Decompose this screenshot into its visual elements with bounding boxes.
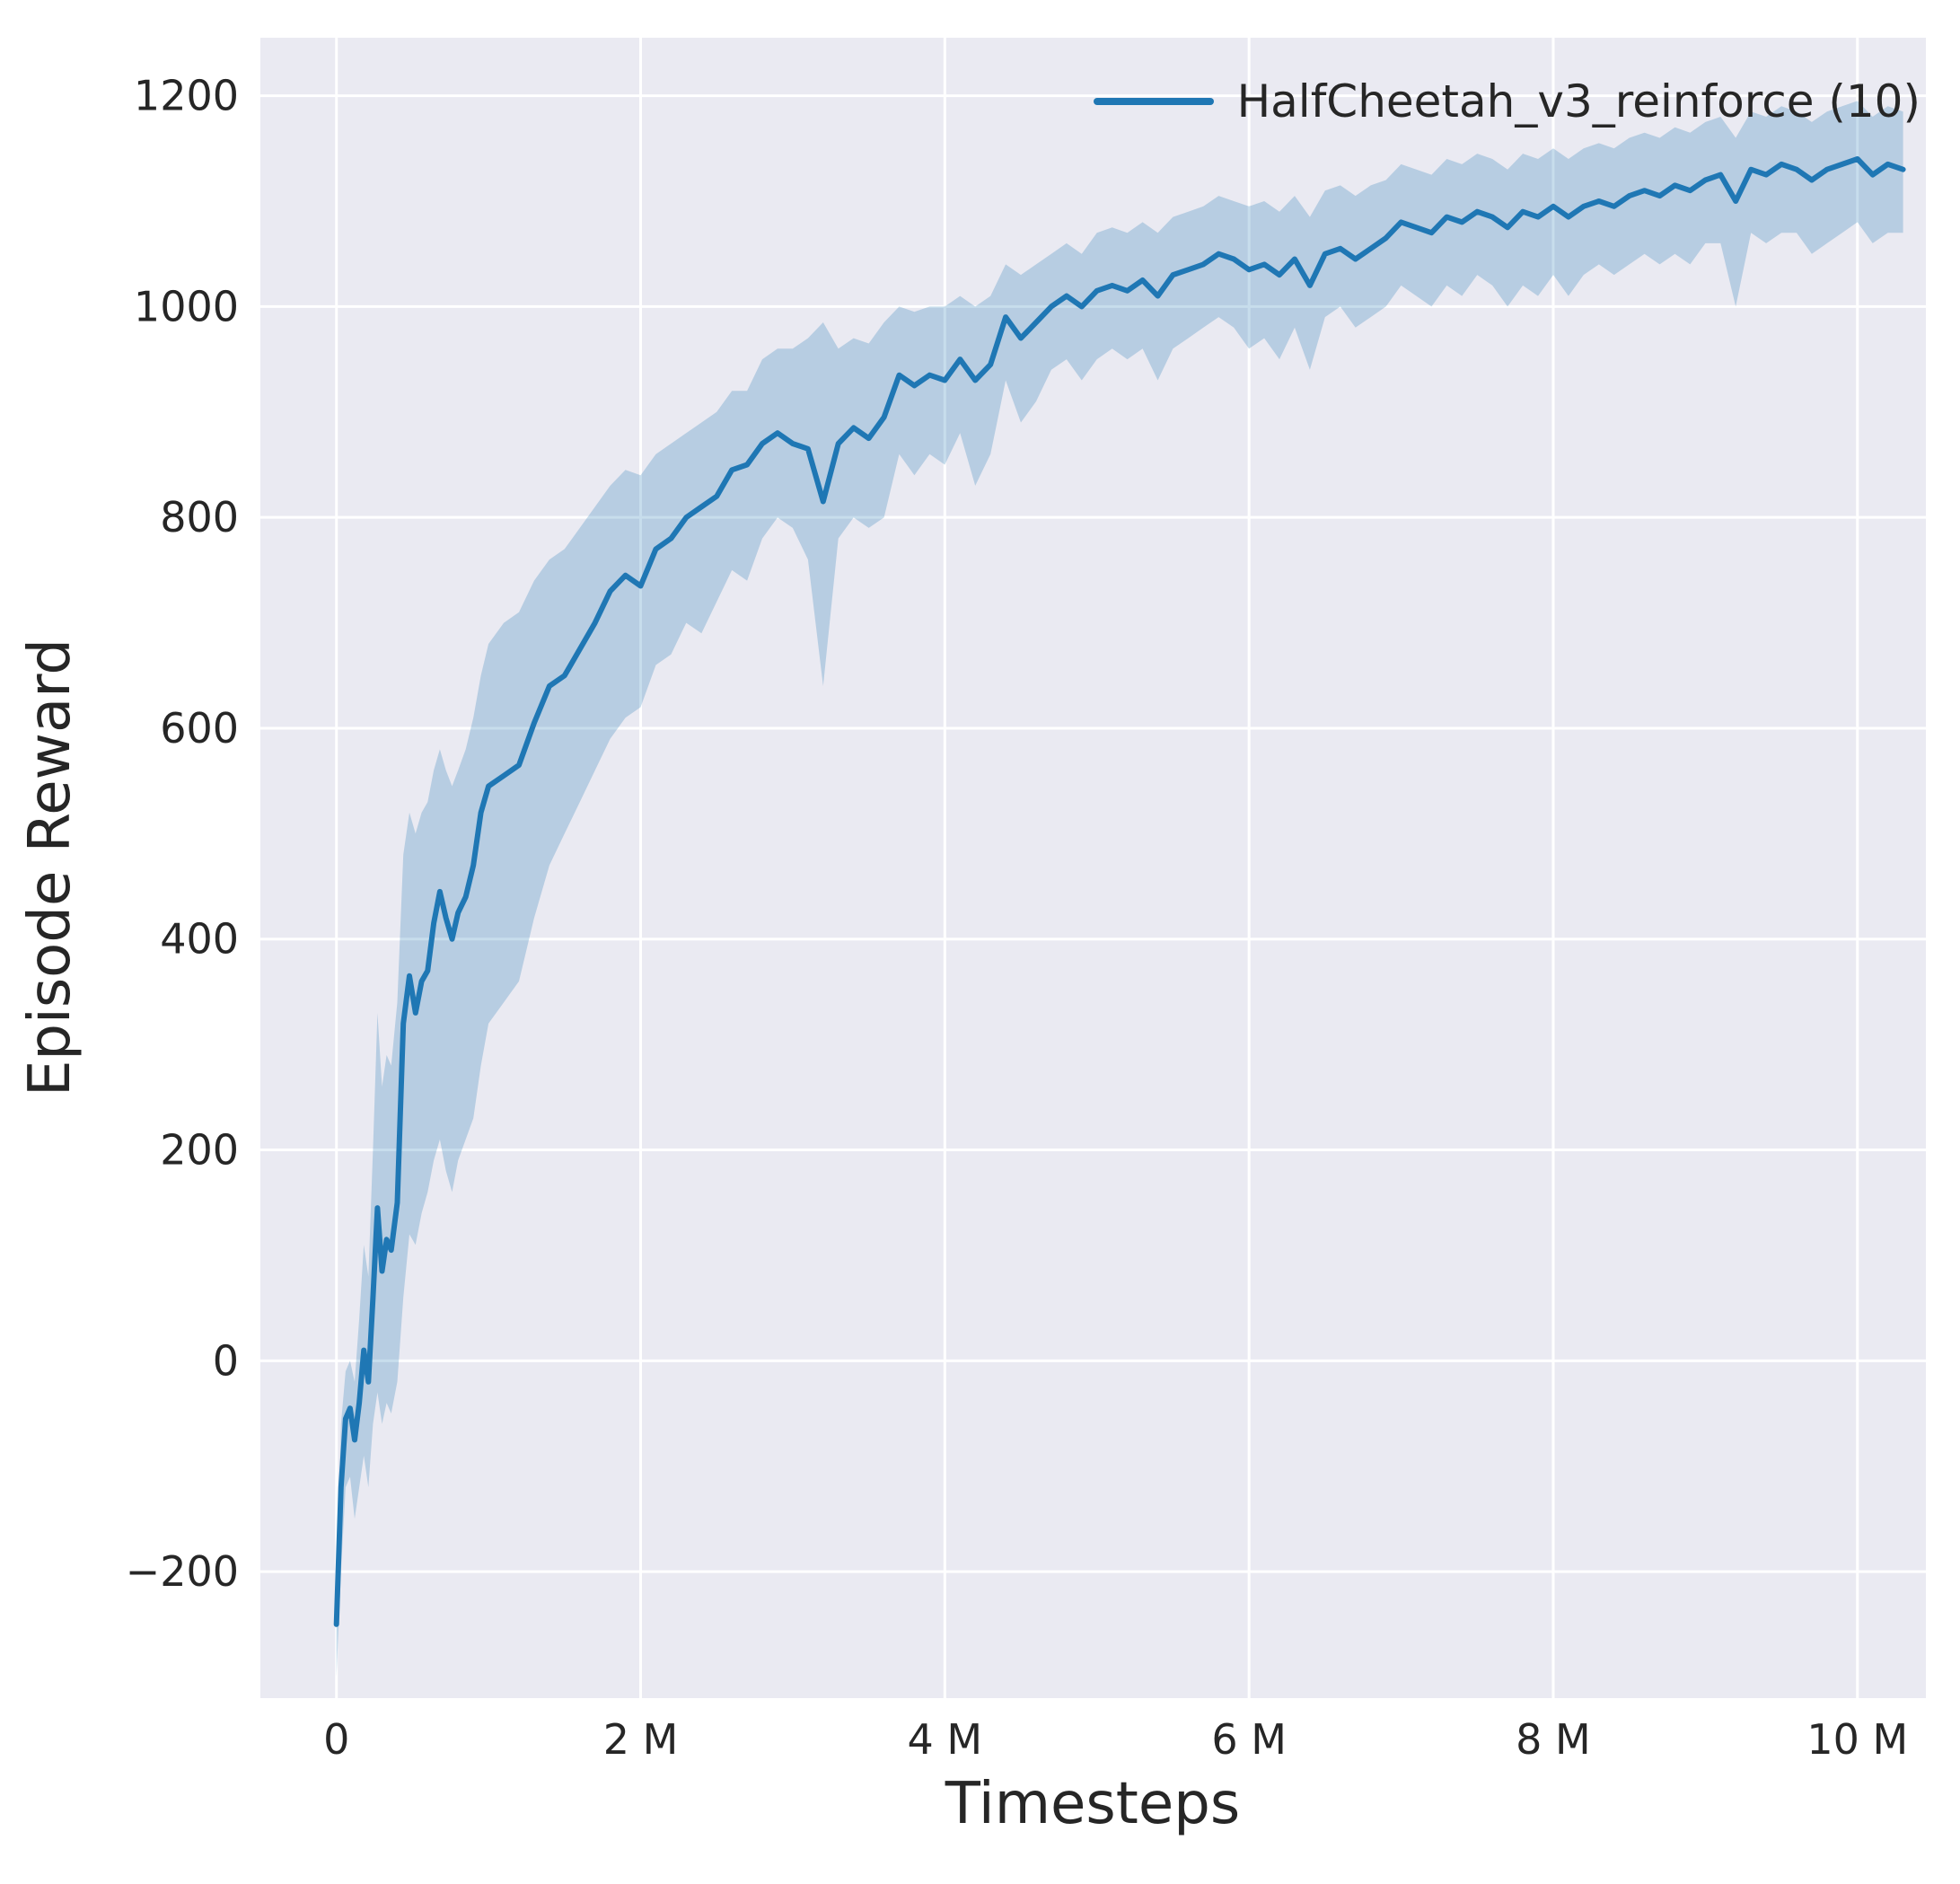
y-tick-label: 600 [160, 704, 239, 753]
legend-label: HalfCheetah_v3_reinforce (10) [1236, 75, 1920, 128]
plot-panel [260, 38, 1926, 1698]
legend-line-swatch [1093, 98, 1214, 105]
confidence-band [336, 101, 1903, 1677]
x-axis-label: Timesteps [945, 1771, 1241, 1837]
y-tick-label: −200 [126, 1547, 239, 1596]
x-tick-label: 2 M [603, 1715, 679, 1764]
y-tick-label: 400 [160, 915, 239, 964]
y-tick-label: 1000 [134, 282, 239, 330]
mean-line [333, 156, 1906, 1627]
x-tick-label: 8 M [1516, 1715, 1591, 1764]
y-tick-label: 800 [160, 493, 239, 541]
y-tick-label: 0 [213, 1336, 239, 1385]
y-tick-label: 200 [160, 1126, 239, 1175]
y-axis-label: Episode Reward [17, 638, 83, 1097]
y-tick-label: 1200 [134, 72, 239, 120]
legend: HalfCheetah_v3_reinforce (10) [1093, 75, 1920, 128]
x-tick-label: 6 M [1211, 1715, 1287, 1764]
x-tick-label: 10 M [1806, 1715, 1908, 1764]
x-tick-label: 0 [323, 1715, 349, 1764]
x-tick-label: 4 M [908, 1715, 983, 1764]
